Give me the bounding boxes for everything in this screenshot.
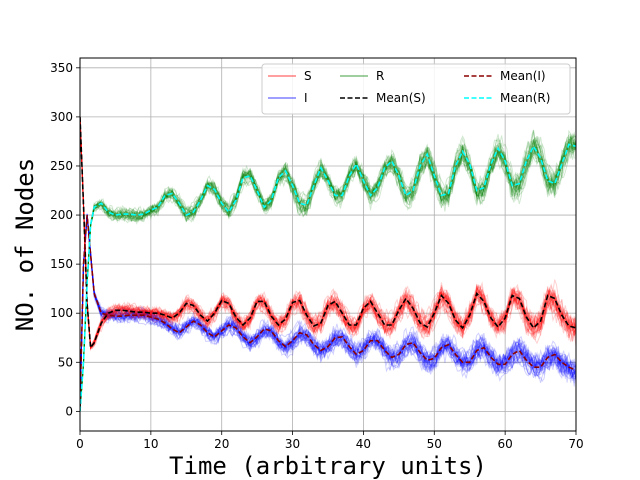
run-i bbox=[80, 215, 576, 407]
run-s bbox=[80, 116, 576, 350]
run-r bbox=[80, 131, 576, 412]
run-s bbox=[80, 116, 576, 350]
run-r bbox=[80, 142, 576, 412]
run-r bbox=[80, 140, 576, 412]
y-tick-label: 50 bbox=[58, 355, 73, 369]
legend-label: S bbox=[304, 69, 312, 83]
run-i bbox=[80, 214, 576, 407]
run-r bbox=[80, 133, 576, 412]
run-s bbox=[80, 116, 576, 350]
run-i bbox=[80, 215, 576, 407]
run-r bbox=[80, 140, 576, 412]
run-r bbox=[80, 140, 576, 412]
run-i bbox=[80, 215, 576, 407]
legend-label: Mean(I) bbox=[500, 69, 546, 83]
x-tick-label: 50 bbox=[427, 437, 442, 451]
run-s bbox=[80, 116, 576, 350]
y-axis-title: NO. of Nodes bbox=[11, 158, 39, 331]
run-i bbox=[80, 213, 576, 407]
y-tick-label: 100 bbox=[50, 306, 73, 320]
y-tick-label: 200 bbox=[50, 208, 73, 222]
y-tick-label: 300 bbox=[50, 110, 73, 124]
series-line-mean-r bbox=[80, 143, 576, 412]
run-s bbox=[80, 116, 576, 349]
run-i bbox=[80, 215, 576, 407]
run-i bbox=[80, 215, 576, 407]
run-r bbox=[80, 141, 576, 412]
run-i bbox=[80, 214, 576, 407]
legend: SI R Mean(S) Mean(I) Mean(R) bbox=[261, 63, 571, 115]
run-s bbox=[80, 116, 576, 347]
x-tick-label: 60 bbox=[498, 437, 513, 451]
run-s bbox=[80, 116, 576, 348]
run-i bbox=[80, 216, 576, 407]
run-s bbox=[80, 116, 576, 349]
run-r bbox=[80, 135, 576, 412]
series-line-mean-i bbox=[80, 215, 576, 407]
run-i bbox=[80, 215, 576, 407]
legend-box bbox=[261, 63, 571, 115]
y-tick-label: 0 bbox=[65, 404, 73, 418]
legend-label: R bbox=[376, 69, 384, 83]
run-i bbox=[80, 215, 576, 407]
mean-lines bbox=[80, 116, 576, 412]
x-tick-label: 0 bbox=[76, 437, 84, 451]
run-s bbox=[80, 116, 576, 348]
x-tick-label: 70 bbox=[568, 437, 583, 451]
run-s bbox=[80, 116, 576, 347]
run-r bbox=[80, 139, 576, 412]
legend-label: Mean(S) bbox=[376, 91, 426, 105]
y-tick-label: 350 bbox=[50, 61, 73, 75]
run-i bbox=[80, 215, 576, 407]
x-tick-label: 20 bbox=[214, 437, 229, 451]
run-r bbox=[80, 138, 576, 412]
run-i bbox=[80, 215, 576, 407]
run-i bbox=[80, 213, 576, 407]
y-tick-label: 250 bbox=[50, 159, 73, 173]
x-tick-label: 10 bbox=[143, 437, 158, 451]
x-tick-label: 30 bbox=[285, 437, 300, 451]
axis-ticks: 0 10 20 30 40 50 60 70 0 50 100 150 200 250 300 350 bbox=[50, 61, 584, 451]
plot-frame bbox=[79, 57, 577, 432]
run-s bbox=[80, 116, 576, 348]
run-i bbox=[80, 214, 576, 407]
plot-area bbox=[80, 58, 576, 431]
legend-label: Mean(R) bbox=[500, 91, 550, 105]
run-s bbox=[80, 116, 576, 350]
run-r bbox=[80, 140, 576, 412]
run-i bbox=[80, 215, 576, 407]
x-tick-label: 40 bbox=[356, 437, 371, 451]
run-r bbox=[80, 134, 576, 412]
y-tick-label: 150 bbox=[50, 257, 73, 271]
run-s bbox=[80, 116, 576, 350]
run-r bbox=[80, 137, 576, 412]
legend-label: I bbox=[304, 91, 308, 105]
x-axis-title: Time (arbitrary units) bbox=[169, 452, 487, 480]
series-line-mean-s bbox=[80, 116, 576, 350]
run-s bbox=[80, 116, 576, 350]
run-r bbox=[80, 131, 576, 412]
